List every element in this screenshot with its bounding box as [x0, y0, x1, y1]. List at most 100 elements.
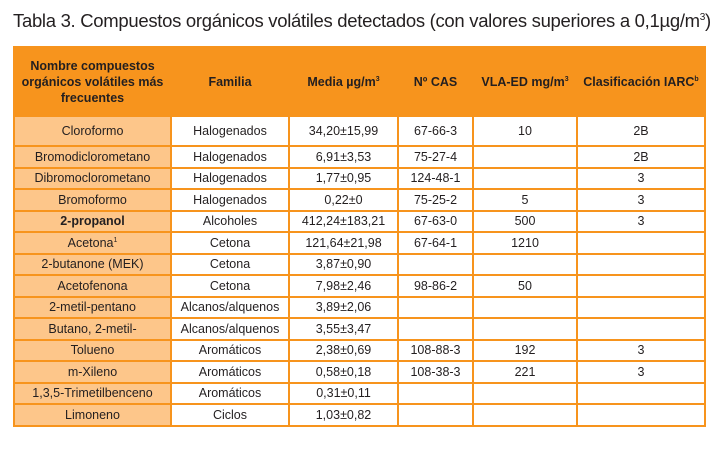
- header-label: VLA-ED mg/m: [481, 75, 565, 90]
- compound-name: Bromodiclorometano: [34, 149, 151, 164]
- header-sup: 3: [564, 76, 569, 84]
- cell-vla: 221: [472, 360, 578, 384]
- table-row: Acetofenona Cetona 7,98±2,46 98-86-2 50: [13, 274, 706, 298]
- cell-cas: 108-88-3: [397, 338, 474, 362]
- cell-compound-name: 2-propanol: [13, 209, 172, 233]
- cell-compound-name: 1,3,5-Trimetilbenceno: [13, 381, 172, 405]
- cell-iarc: [576, 381, 706, 405]
- cell-media: 7,98±2,46: [288, 274, 399, 298]
- cell-familia: Aromáticos: [170, 381, 290, 405]
- cell-familia: Halogenados: [170, 115, 290, 147]
- cell-vla: [472, 403, 578, 427]
- cell-vla: 50: [472, 274, 578, 298]
- cell-vla: [472, 381, 578, 405]
- cell-iarc: [576, 274, 706, 298]
- cell-familia: Cetona: [170, 274, 290, 298]
- cell-vla: [472, 166, 578, 190]
- voc-table: Nombre compuestos orgánicos volátiles má…: [13, 46, 706, 427]
- cell-vla: 192: [472, 338, 578, 362]
- cell-familia: Halogenados: [170, 145, 290, 169]
- table-row: 2-propanol Alcoholes 412,24±183,21 67-63-0 5…: [13, 209, 706, 233]
- table-row: Bromoformo Halogenados 0,22±0 75-25-2 5 3: [13, 188, 706, 212]
- table-row: Butano, 2-metil- Alcanos/alquenos 3,55±3,4…: [13, 317, 706, 341]
- table-row: Tolueno Aromáticos 2,38±0,69 108-88-3 192 3: [13, 338, 706, 362]
- cell-media: 3,55±3,47: [288, 317, 399, 341]
- cell-vla: 1210: [472, 231, 578, 255]
- compound-name: Butano, 2-metil-: [48, 321, 137, 336]
- cell-media: 1,03±0,82: [288, 403, 399, 427]
- cell-media: 412,24±183,21: [288, 209, 399, 233]
- table-header-row: Nombre compuestos orgánicos volátiles má…: [13, 46, 706, 117]
- cell-vla: [472, 252, 578, 276]
- cell-familia: Halogenados: [170, 188, 290, 212]
- cell-cas: [397, 381, 474, 405]
- cell-cas: 108-38-3: [397, 360, 474, 384]
- cell-compound-name: Acetofenona: [13, 274, 172, 298]
- cell-compound-name: Bromodiclorometano: [13, 145, 172, 169]
- cell-compound-name: 2-butanone (MEK): [13, 252, 172, 276]
- cell-compound-name: Bromoformo: [13, 188, 172, 212]
- table-row: 1,3,5-Trimetilbenceno Aromáticos 0,31±0,11: [13, 381, 706, 405]
- cell-compound-name: Tolueno: [13, 338, 172, 362]
- cell-cas: 98-86-2: [397, 274, 474, 298]
- cell-media: 0,58±0,18: [288, 360, 399, 384]
- cell-familia: Aromáticos: [170, 360, 290, 384]
- cell-media: 0,31±0,11: [288, 381, 399, 405]
- footnote-sup: 1: [113, 236, 118, 244]
- compound-name: 1,3,5-Trimetilbenceno: [32, 386, 153, 401]
- cell-vla: 10: [472, 115, 578, 147]
- header-iarc: Clasificación IARCb: [576, 46, 706, 117]
- cell-iarc: 3: [576, 338, 706, 362]
- title-close: ): [705, 10, 711, 31]
- cell-familia: Alcanos/alquenos: [170, 295, 290, 319]
- cell-vla: 500: [472, 209, 578, 233]
- cell-iarc: [576, 403, 706, 427]
- cell-compound-name: Limoneno: [13, 403, 172, 427]
- cell-cas: 75-25-2: [397, 188, 474, 212]
- compound-name: Limoneno: [65, 407, 120, 422]
- cell-familia: Halogenados: [170, 166, 290, 190]
- cell-cas: 67-66-3: [397, 115, 474, 147]
- cell-media: 1,77±0,95: [288, 166, 399, 190]
- cell-media: 3,89±2,06: [288, 295, 399, 319]
- cell-cas: 67-64-1: [397, 231, 474, 255]
- cell-iarc: 3: [576, 166, 706, 190]
- header-label: Nombre compuestos orgánicos volátiles má…: [21, 58, 164, 105]
- compound-name: 2-butanone (MEK): [41, 257, 144, 272]
- table-row: Limoneno Ciclos 1,03±0,82: [13, 403, 706, 427]
- compound-name: Cloroformo: [61, 124, 124, 138]
- cell-iarc: [576, 231, 706, 255]
- compound-name: 2-propanol: [60, 214, 125, 229]
- cell-iarc: [576, 252, 706, 276]
- cell-compound-name: Butano, 2-metil-: [13, 317, 172, 341]
- cell-iarc: 3: [576, 360, 706, 384]
- cell-cas: [397, 252, 474, 276]
- table-row: Dibromoclorometano Halogenados 1,77±0,95 12…: [13, 166, 706, 190]
- cell-iarc: 2B: [576, 115, 706, 147]
- header-cas: Nº CAS: [397, 46, 474, 117]
- table-row: 2-butanone (MEK) Cetona 3,87±0,90: [13, 252, 706, 276]
- cell-cas: 67-63-0: [397, 209, 474, 233]
- cell-cas: [397, 403, 474, 427]
- cell-media: 121,64±21,98: [288, 231, 399, 255]
- cell-familia: Alcoholes: [170, 209, 290, 233]
- table-title: Tabla 3. Compuestos orgánicos volátiles …: [13, 10, 711, 32]
- cell-media: 2,38±0,69: [288, 338, 399, 362]
- table-row: 2-metil-pentano Alcanos/alquenos 3,89±2,06: [13, 295, 706, 319]
- cell-familia: Cetona: [170, 231, 290, 255]
- cell-media: 0,22±0: [288, 188, 399, 212]
- header-vla: VLA-ED mg/m3: [472, 46, 578, 117]
- compound-name: Acetofenona: [57, 278, 128, 293]
- header-label: Familia: [208, 74, 252, 89]
- table-row: Cloroformo Halogenados 34,20±15,99 67-66-3 1…: [13, 115, 706, 147]
- cell-iarc: [576, 295, 706, 319]
- header-label: Nº CAS: [413, 74, 458, 89]
- cell-iarc: 3: [576, 209, 706, 233]
- cell-iarc: [576, 317, 706, 341]
- cell-compound-name: 2-metil-pentano: [13, 295, 172, 319]
- cell-cas: [397, 317, 474, 341]
- cell-iarc: 2B: [576, 145, 706, 169]
- cell-familia: Cetona: [170, 252, 290, 276]
- cell-vla: [472, 317, 578, 341]
- cell-iarc: 3: [576, 188, 706, 212]
